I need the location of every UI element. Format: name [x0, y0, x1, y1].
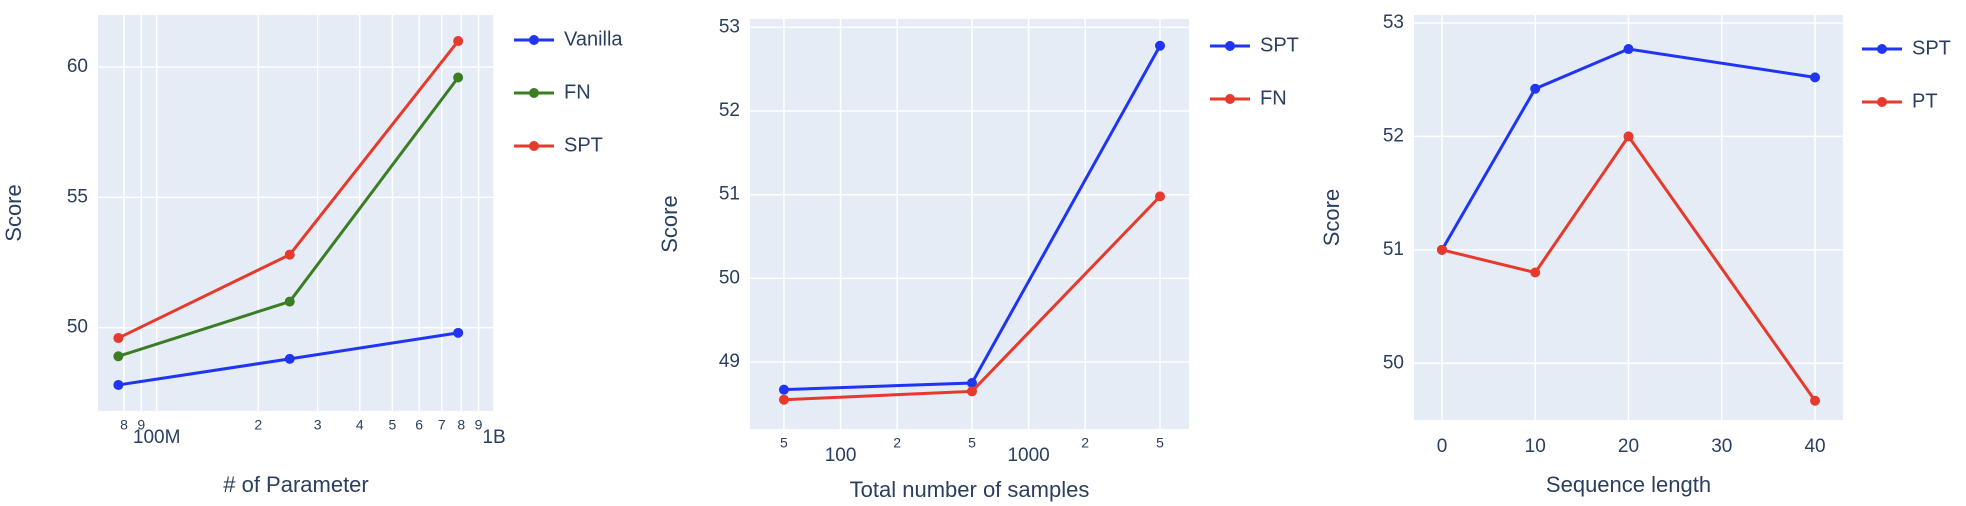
x-tick-label: 8: [457, 417, 465, 433]
legend-label: SPT: [1260, 34, 1299, 56]
x-tick-label: 2: [254, 417, 262, 433]
y-tick-label: 53: [719, 16, 740, 37]
legend-label: Vanilla: [564, 28, 623, 50]
series-line: [1441, 133, 1817, 402]
y-tick-label: 50: [1383, 352, 1404, 373]
data-point: [1810, 72, 1821, 83]
data-point: [284, 296, 295, 307]
data-point: [1436, 244, 1447, 255]
x-tick-label: 4: [356, 417, 364, 433]
data-point: [453, 327, 464, 338]
x-tick-label: 10: [1525, 436, 1546, 457]
legend-marker: [1877, 44, 1887, 54]
data-point: [113, 351, 124, 362]
x-tick-label: 40: [1804, 436, 1825, 457]
x-tick-label: 5: [389, 417, 397, 433]
y-tick-label: 55: [67, 186, 88, 207]
x-tick-label: 2: [893, 435, 901, 451]
y-tick-label: 50: [67, 317, 88, 338]
x-tick-label: 2: [1081, 435, 1089, 451]
y-tick-label: 51: [1383, 239, 1404, 260]
x-axis-title: Total number of samples: [850, 477, 1090, 502]
y-tick-label: 51: [719, 184, 740, 205]
x-tick-label: 100: [825, 445, 857, 466]
legend-marker: [529, 35, 539, 45]
y-axis-title: Score: [657, 195, 682, 252]
data-point: [113, 333, 124, 344]
data-point: [113, 379, 124, 390]
x-tick-label: 5: [1156, 435, 1164, 451]
legend-marker: [1225, 41, 1235, 51]
x-tick-label: 5: [968, 435, 976, 451]
legend-label: FN: [1260, 87, 1287, 109]
x-tick-label: 9: [475, 417, 483, 433]
data-point: [778, 394, 789, 405]
y-tick-label: 52: [1383, 125, 1404, 146]
x-tick-label: 1B: [482, 427, 505, 448]
data-point: [966, 377, 977, 388]
legend-label: SPT: [1912, 37, 1951, 59]
x-tick-label: 20: [1618, 436, 1639, 457]
x-tick-label: 100M: [133, 427, 181, 448]
x-tick-label: 8: [120, 417, 128, 433]
legend-label: SPT: [564, 134, 603, 156]
x-tick-label: 5: [780, 435, 788, 451]
data-point: [284, 353, 295, 364]
x-axis-title: # of Parameter: [223, 472, 369, 497]
data-point: [1155, 191, 1166, 202]
series-line: [1440, 47, 1816, 251]
data-point: [778, 384, 789, 395]
data-point: [453, 72, 464, 83]
data-point: [453, 36, 464, 47]
y-tick-label: 60: [67, 56, 88, 77]
y-tick-label: 53: [1383, 12, 1404, 33]
legend-marker: [529, 88, 539, 98]
data-point: [1530, 267, 1541, 278]
y-tick-label: 49: [719, 351, 740, 372]
y-axis-title: Score: [1, 184, 26, 241]
x-tick-label: 9: [137, 417, 145, 433]
x-tick-label: 6: [415, 417, 423, 433]
legend-marker: [1877, 97, 1887, 107]
data-point: [1530, 83, 1541, 94]
x-tick-label: 3: [314, 417, 322, 433]
legend-label: FN: [564, 81, 591, 103]
y-axis-title: Score: [1319, 189, 1344, 246]
data-point: [966, 386, 977, 397]
legend-marker: [529, 141, 539, 151]
x-tick-label: 7: [438, 417, 446, 433]
y-tick-label: 52: [719, 100, 740, 121]
data-point: [1810, 395, 1821, 406]
data-point: [284, 249, 295, 260]
x-tick-label: 30: [1711, 436, 1732, 457]
y-tick-label: 50: [719, 267, 740, 288]
legend-marker: [1225, 94, 1235, 104]
x-tick-label: 1000: [1007, 445, 1049, 466]
data-point: [1623, 131, 1634, 142]
x-tick-label: 0: [1437, 436, 1448, 457]
legend-label: PT: [1912, 90, 1938, 112]
data-point: [1155, 40, 1166, 51]
data-point: [1623, 44, 1634, 55]
x-axis-title: Sequence length: [1546, 472, 1711, 497]
plot-background: [750, 19, 1189, 429]
